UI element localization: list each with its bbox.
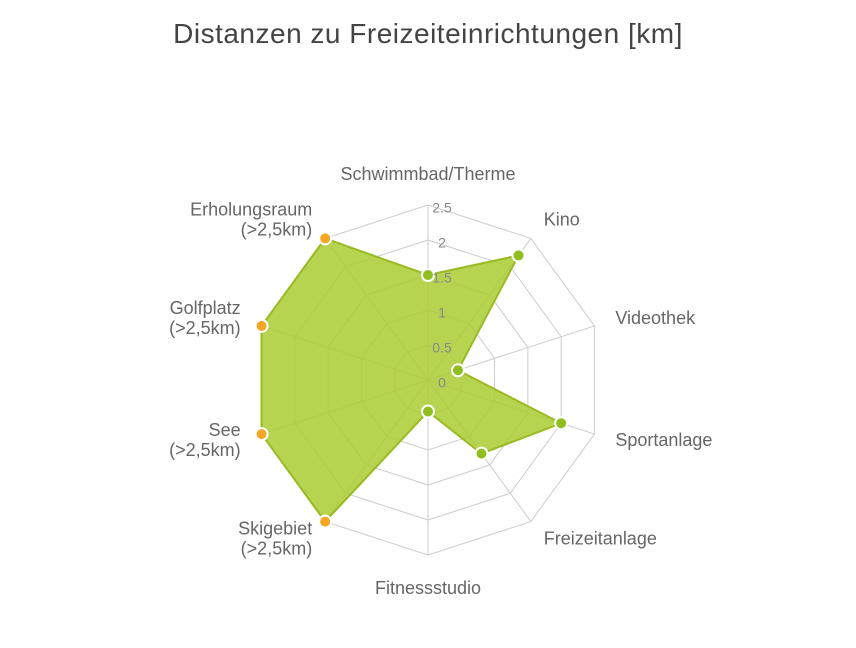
data-marker <box>319 516 331 528</box>
category-label: Kino <box>544 209 580 229</box>
category-label: Fitnessstudio <box>375 578 481 598</box>
data-marker <box>452 364 464 376</box>
category-label: Freizeitanlage <box>544 528 657 548</box>
tick-label: 2.5 <box>432 200 452 216</box>
category-label: Schwimmbad/Therme <box>340 164 515 184</box>
category-label: Erholungsraum(>2,5km) <box>190 199 312 239</box>
category-label: Videothek <box>615 308 696 328</box>
data-marker <box>422 406 434 418</box>
tick-label: 0 <box>438 375 446 391</box>
tick-label: 0.5 <box>432 340 452 356</box>
tick-label: 1 <box>438 305 446 321</box>
data-marker <box>319 232 331 244</box>
data-marker <box>256 428 268 440</box>
data-marker <box>256 320 268 332</box>
data-marker <box>555 417 567 429</box>
chart-title: Distanzen zu Freizeiteinrichtungen [km] <box>0 18 856 50</box>
category-label: Golfplatz(>2,5km) <box>169 298 241 338</box>
tick-label: 2 <box>438 235 446 251</box>
data-marker <box>513 249 525 261</box>
category-label: Skigebiet(>2,5km) <box>238 518 312 558</box>
category-label: See(>2,5km) <box>169 420 241 460</box>
radar-chart: 0 0.5 1 1.5 2 2.5 Schwimmbad/Therme Kino Videoth… <box>0 50 856 610</box>
category-label: Sportanlage <box>615 430 712 450</box>
tick-label: 1.5 <box>432 270 452 286</box>
data-marker <box>475 448 487 460</box>
